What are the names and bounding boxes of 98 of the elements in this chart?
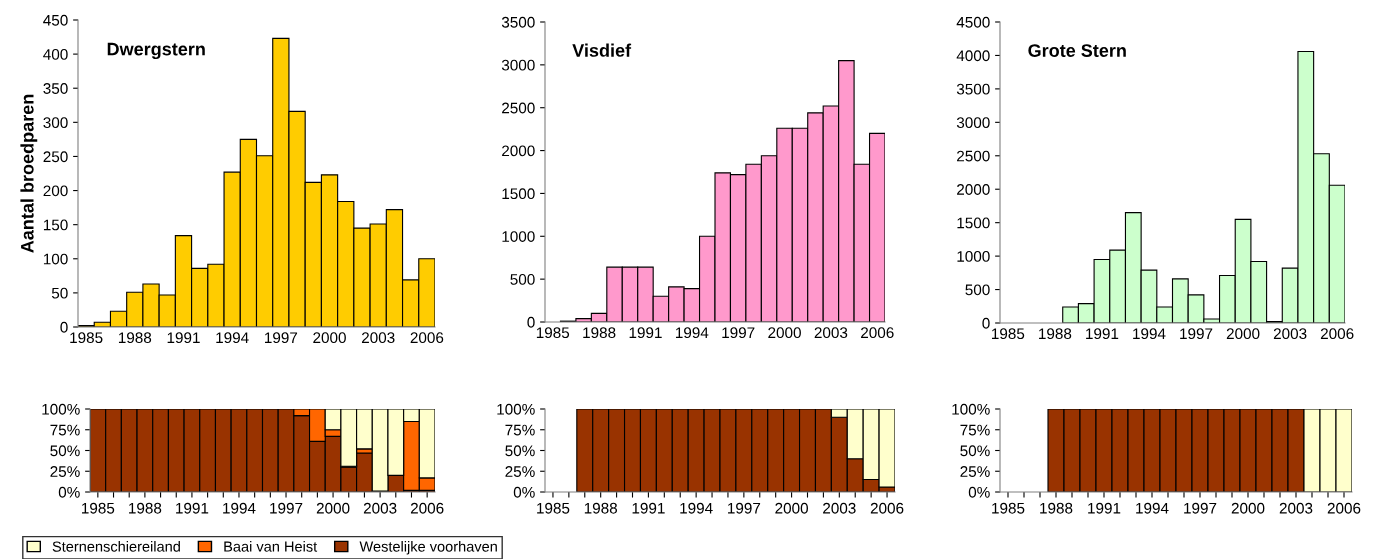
y-tick-label: 100%	[497, 403, 535, 415]
x-tick-label: 2003	[823, 502, 856, 514]
x-tick-label: 1985	[992, 502, 1025, 514]
y-tick-label: 25%	[505, 466, 535, 477]
x-tick-label: 1985	[992, 328, 1025, 340]
x-tick-label: 2006	[410, 502, 444, 514]
y-tick-label: 50%	[505, 445, 535, 457]
x-tick-label: 2006	[870, 502, 904, 514]
y-tick-label: 250	[43, 151, 68, 163]
x-tick-label: 1991	[167, 332, 200, 344]
x-tick-label: 1985	[537, 502, 570, 514]
y-tick-label: 50%	[50, 445, 80, 457]
legend-label: Baai van Heist	[224, 541, 318, 552]
x-tick-label: 2003	[1273, 328, 1307, 340]
x-tick-label: 1985	[82, 502, 115, 514]
y-tick-label: 400	[43, 48, 68, 60]
x-tick-label: 2000	[1231, 502, 1265, 514]
x-tick-label: 1994	[675, 327, 709, 339]
y-tick-label: 4500	[956, 16, 990, 28]
x-tick-label: 1994	[216, 332, 249, 344]
y-tick-label: 4000	[956, 50, 990, 62]
y-tick-label: 3000	[956, 117, 990, 129]
x-tick-label: 1988	[584, 502, 618, 514]
y-tick-label: 25%	[50, 466, 80, 477]
y-tick-label: 2500	[502, 102, 535, 114]
y-tick-label: 1500	[957, 217, 990, 229]
y-tick-label: 0%	[58, 486, 80, 498]
x-tick-label: 2000	[313, 332, 346, 344]
x-tick-label: 2006	[1327, 502, 1361, 514]
y-tick-label: 75%	[960, 424, 990, 436]
y-tick-label: 350	[43, 83, 68, 94]
y-tick-label: 0	[982, 317, 990, 329]
x-tick-label: 1997	[265, 332, 298, 344]
y-tick-label: 1500	[502, 188, 535, 200]
x-tick-label: 2006	[410, 332, 444, 344]
x-tick-label: 2000	[316, 502, 350, 514]
y-tick-label: 150	[43, 219, 68, 231]
text: Dwergstern	[107, 42, 205, 60]
x-tick-label: 1994	[680, 502, 713, 514]
y-tick-label: 75%	[50, 424, 80, 436]
y-tick-label: 3500	[501, 16, 535, 28]
x-tick-label: 1991	[632, 502, 665, 514]
x-tick-label: 2006	[861, 327, 894, 339]
x-tick-label: 2006	[1320, 328, 1354, 340]
x-tick-label: 1988	[118, 332, 152, 344]
y-tick-label: 0	[527, 316, 535, 328]
x-tick-label: 1997	[1184, 502, 1217, 514]
x-tick-label: 1997	[270, 502, 303, 514]
x-tick-label: 1991	[176, 502, 209, 514]
x-tick-label: 1985	[70, 332, 103, 344]
x-tick-label: 2000	[768, 327, 801, 339]
y-tick-label: 200	[43, 185, 68, 197]
y-tick-label: 0	[60, 321, 68, 333]
x-tick-label: 2003	[814, 327, 848, 339]
y-tick-label: 300	[43, 117, 68, 129]
y-tick-label: 0%	[513, 486, 535, 498]
x-tick-label: 2003	[1279, 502, 1313, 514]
x-tick-label: 2000	[1226, 328, 1260, 340]
x-tick-label: 1997	[728, 502, 761, 514]
y-tick-label: 500	[510, 274, 535, 285]
x-tick-label: 1988	[1039, 328, 1072, 340]
y-tick-label: 0%	[968, 486, 990, 498]
y-tick-label: 50	[51, 287, 68, 299]
y-axis-title: Aantal broedparen	[20, 94, 38, 253]
x-tick-label: 2003	[363, 502, 397, 514]
x-tick-label: 1994	[223, 502, 256, 514]
y-tick-label: 500	[965, 284, 990, 296]
y-tick-label: 3500	[956, 83, 990, 95]
x-tick-label: 1997	[722, 327, 755, 339]
y-tick-label: 2000	[502, 145, 535, 157]
x-tick-label: 1988	[129, 502, 162, 514]
y-tick-label: 50%	[960, 445, 990, 457]
x-tick-label: 1991	[629, 327, 662, 339]
x-tick-label: 2003	[361, 332, 395, 344]
y-tick-label: 450	[43, 14, 68, 26]
text: Grote Stern	[1028, 44, 1126, 57]
x-tick-label: 2000	[775, 502, 808, 514]
x-tick-label: 1994	[1133, 328, 1166, 340]
x-tick-label: 1997	[1180, 328, 1213, 340]
legend-label: Sternenschiereiland	[52, 541, 180, 552]
y-tick-label: 25%	[960, 466, 990, 477]
x-tick-label: 1988	[1040, 502, 1073, 514]
x-tick-label: 1994	[1136, 502, 1169, 514]
y-tick-label: 3000	[501, 59, 535, 71]
y-tick-label: 2000	[957, 184, 990, 195]
x-tick-label: 1985	[536, 327, 570, 339]
x-tick-label: 1991	[1088, 502, 1121, 514]
y-tick-label: 1000	[957, 250, 990, 262]
x-tick-label: 1991	[1086, 328, 1119, 340]
y-tick-label: 1000	[502, 231, 535, 242]
legend-label: Westelijke voorhaven	[359, 541, 497, 555]
y-tick-label: 75%	[505, 424, 535, 436]
y-tick-label: 100%	[42, 403, 80, 415]
text: Visdief	[572, 43, 632, 57]
y-tick-label: 2500	[957, 150, 990, 162]
y-tick-label: 100	[43, 253, 68, 265]
y-tick-label: 100%	[952, 403, 990, 415]
x-tick-label: 1988	[583, 327, 616, 339]
